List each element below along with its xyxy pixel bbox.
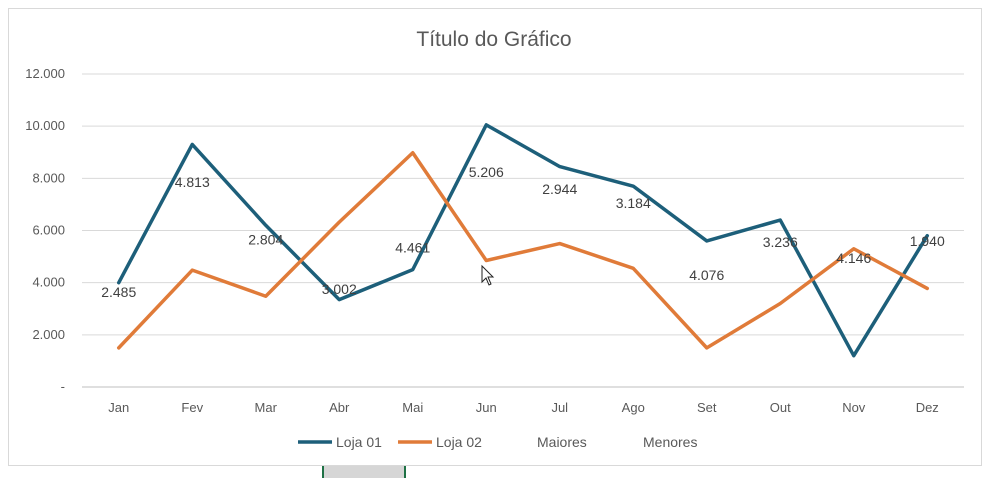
x-tick-label: Mai xyxy=(402,400,423,415)
y-tick-label: 12.000 xyxy=(25,66,65,81)
x-tick-label: Jan xyxy=(108,400,129,415)
series-line-2 xyxy=(117,151,929,350)
data-label: 3.002 xyxy=(322,281,357,297)
x-tick-label: Out xyxy=(770,400,791,415)
x-tick-label: Nov xyxy=(842,400,866,415)
x-tick-label: Ago xyxy=(622,400,645,415)
legend-label: Menores xyxy=(643,434,697,450)
sheet-selection-tab[interactable] xyxy=(322,466,406,478)
y-tick-label: 4.000 xyxy=(32,275,65,290)
y-tick-label: - xyxy=(61,379,65,394)
x-tick-label: Jun xyxy=(476,400,497,415)
y-tick-label: 2.000 xyxy=(32,327,65,342)
data-label: 5.206 xyxy=(469,164,504,180)
series-line-1 xyxy=(117,123,929,358)
y-tick-label: 6.000 xyxy=(32,223,65,238)
x-tick-label: Fev xyxy=(181,400,203,415)
y-tick-label: 8.000 xyxy=(32,170,65,185)
x-axis: Jan Fev Mar Abr Mai Jun Jul Ago Set Out Nov Dez xyxy=(108,400,939,415)
data-label: 3.184 xyxy=(616,195,651,211)
mouse-cursor-icon xyxy=(481,264,495,286)
legend: Loja 01 Loja 02 Maiores Menores xyxy=(298,434,697,450)
series-lines xyxy=(117,123,929,358)
legend-label: Maiores xyxy=(537,434,587,450)
chart-frame xyxy=(8,8,982,466)
x-tick-label: Mar xyxy=(255,400,278,415)
chart-title: Título do Gráfico xyxy=(416,28,571,51)
data-label: 4.461 xyxy=(395,239,430,255)
data-labels: 2.485 4.813 2.804 3.002 4.461 5.206 2.944 3.184… xyxy=(101,164,945,300)
legend-label: Loja 02 xyxy=(436,434,482,450)
x-tick-label: Jul xyxy=(551,400,568,415)
gridlines xyxy=(82,73,964,388)
data-label: 4.146 xyxy=(836,250,871,266)
data-label: 1.940 xyxy=(910,233,945,249)
x-tick-label: Abr xyxy=(329,400,350,415)
x-tick-label: Set xyxy=(697,400,717,415)
y-axis: - 2.000 4.000 6.000 8.000 10.000 12.000 xyxy=(25,66,65,394)
y-tick-label: 10.000 xyxy=(25,118,65,133)
data-label: 2.485 xyxy=(101,284,136,300)
data-label: 4.076 xyxy=(689,267,724,283)
data-label: 2.944 xyxy=(542,181,577,197)
data-label: 4.813 xyxy=(175,174,210,190)
x-tick-label: Dez xyxy=(916,400,939,415)
data-label: 3.236 xyxy=(763,234,798,250)
data-label: 2.804 xyxy=(248,232,283,248)
legend-label: Loja 01 xyxy=(336,434,382,450)
